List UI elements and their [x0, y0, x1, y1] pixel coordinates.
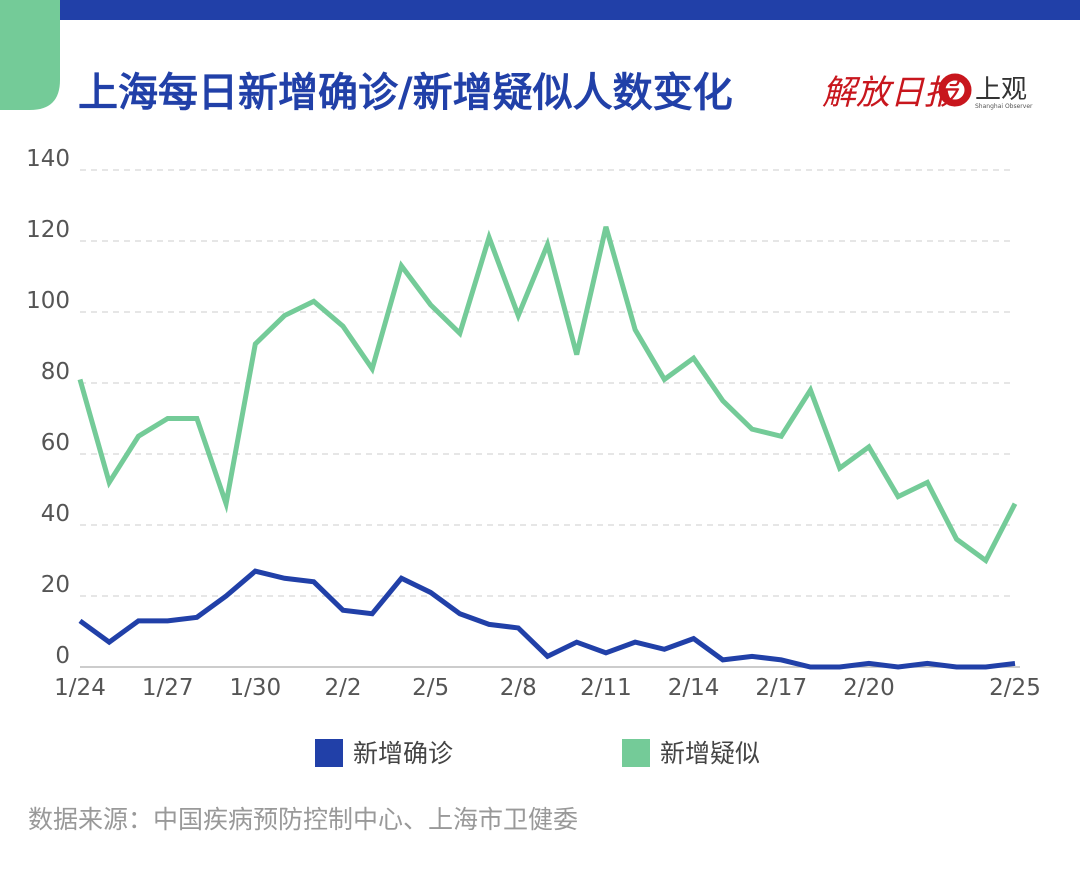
logo: 解放日报 [822, 73, 962, 113]
x-tick-label: 2/5 [412, 675, 449, 701]
logo-icon [938, 73, 972, 107]
x-tick-label: 2/17 [755, 675, 807, 701]
x-tick-label: 1/24 [54, 675, 106, 701]
y-tick-label: 60 [41, 430, 70, 456]
source-note: 数据来源：中国疾病预防控制中心、上海市卫健委 [28, 805, 578, 834]
x-tick-label: 1/30 [229, 675, 281, 701]
logo-subtitle: Shanghai Observer [975, 103, 1033, 110]
y-tick-label: 40 [41, 501, 70, 527]
y-tick-label: 140 [26, 146, 70, 172]
y-tick-label: 20 [41, 572, 70, 598]
x-tick-label: 2/20 [843, 675, 895, 701]
x-tick-label: 2/14 [668, 675, 720, 701]
x-tick-label: 2/11 [580, 675, 632, 701]
legend-label: 新增确诊 [353, 739, 453, 768]
series-line [77, 226, 1018, 565]
x-tick-label: 2/25 [989, 675, 1041, 701]
x-tick-label: 1/27 [142, 675, 194, 701]
x-tick-label: 2/2 [324, 675, 361, 701]
y-tick-label: 0 [55, 643, 70, 669]
chart-title: 上海每日新增确诊/新增疑似人数变化 [78, 70, 733, 116]
y-tick-label: 80 [41, 359, 70, 385]
y-tick-label: 100 [26, 288, 70, 314]
top-bar [0, 0, 1080, 20]
corner-tab [0, 0, 60, 110]
x-tick-label: 2/8 [500, 675, 537, 701]
legend-swatch [622, 739, 650, 767]
y-tick-label: 120 [26, 217, 70, 243]
logo: 上观 [975, 75, 1027, 105]
legend-swatch [315, 739, 343, 767]
series-line [78, 568, 1016, 670]
legend-label: 新增疑似 [660, 739, 760, 768]
